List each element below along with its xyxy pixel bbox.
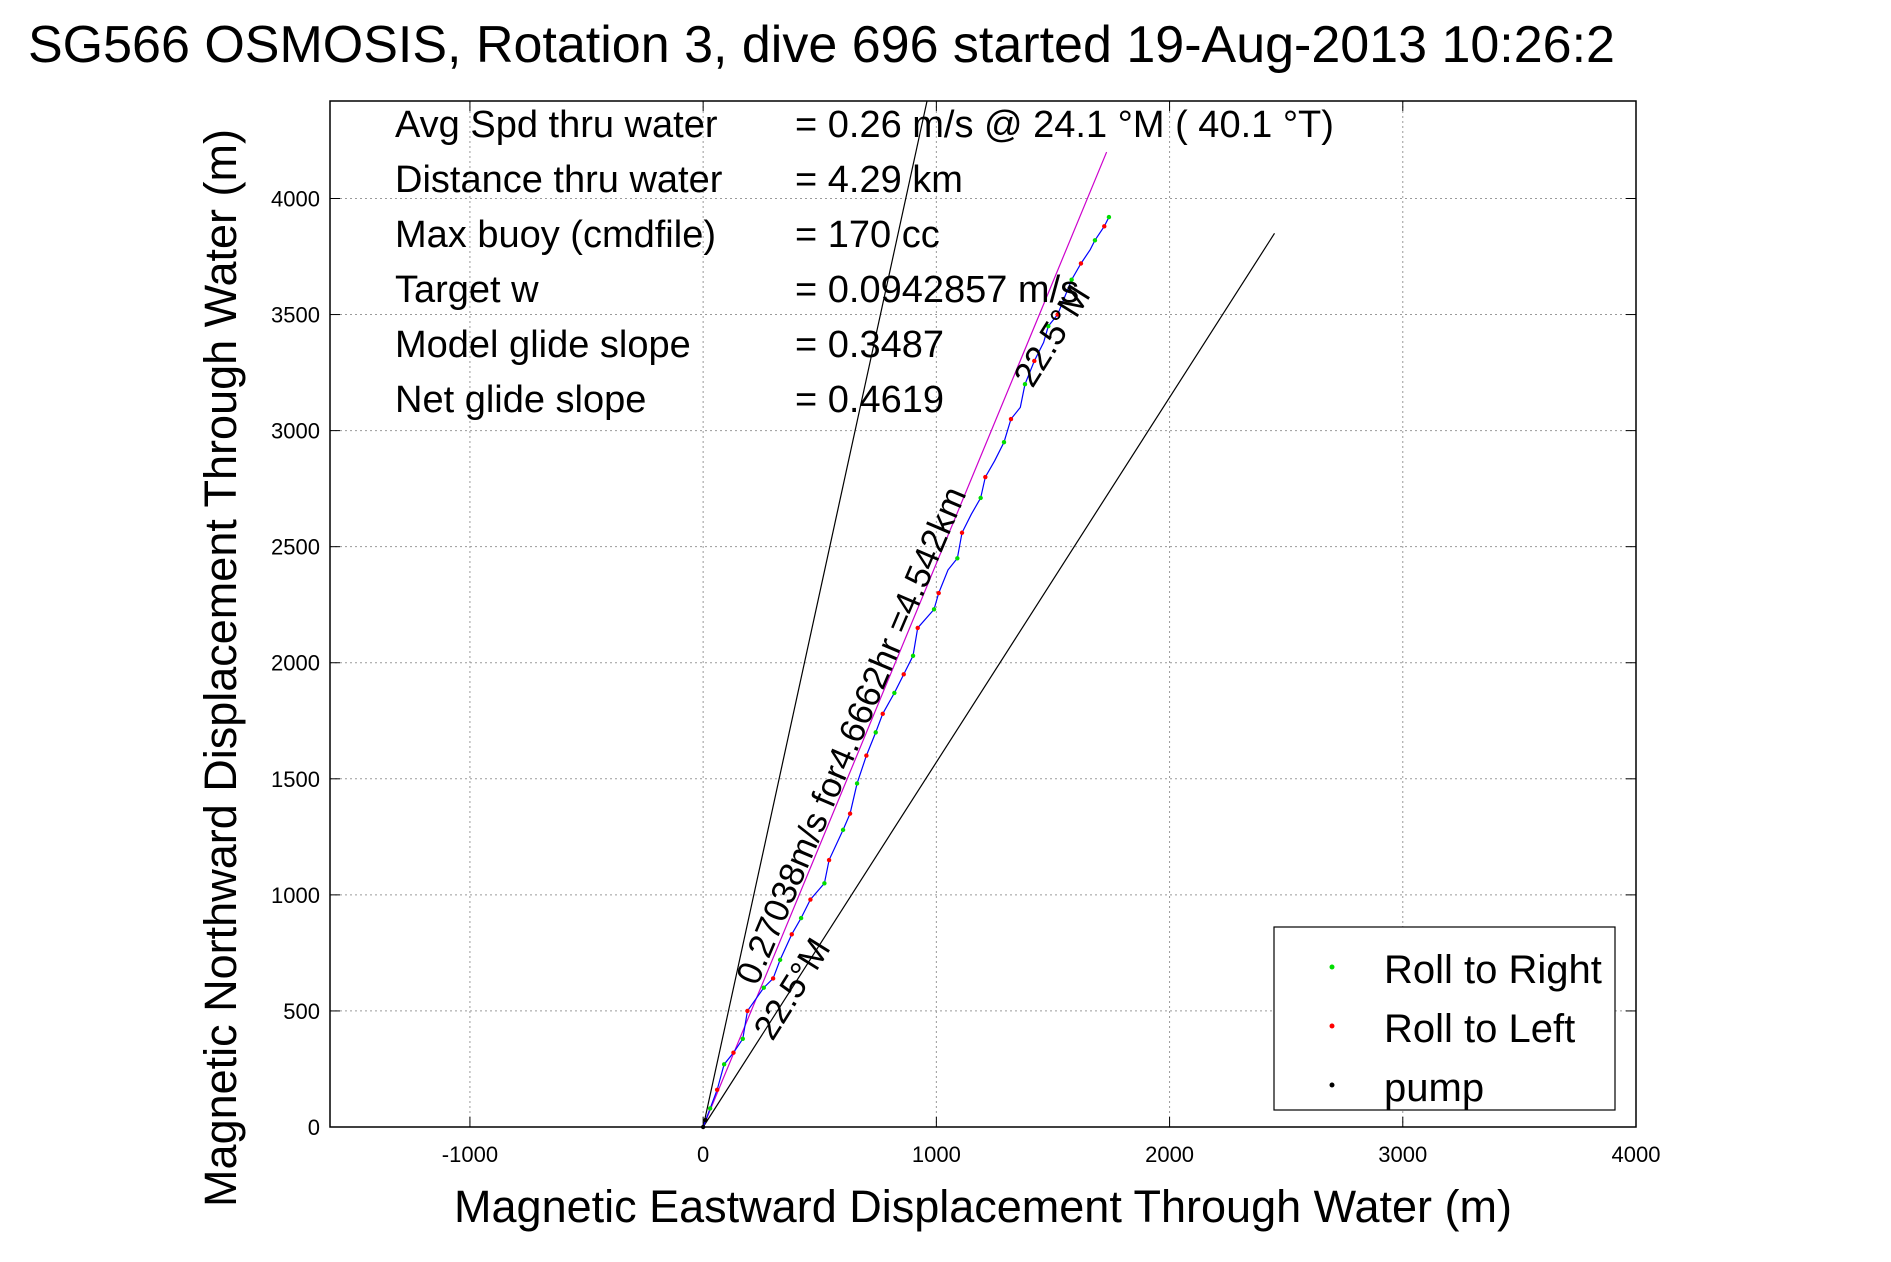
cone-left-line	[702, 100, 928, 1128]
roll-to-right-point	[978, 495, 983, 501]
roll-to-right-point	[873, 730, 878, 735]
roll-to-right-point	[1046, 323, 1051, 329]
roll-to-left-point	[731, 1050, 736, 1055]
stat-label: Net glide slope	[395, 379, 646, 421]
stat-label: Target w	[395, 269, 539, 311]
roll-to-left-point	[745, 1008, 750, 1014]
legend-label-pump: pump	[1384, 1066, 1484, 1110]
roll-to-left-point	[880, 711, 885, 717]
x-tick-label: 1000	[912, 1142, 961, 1167]
roll-to-left-point	[901, 672, 906, 677]
pump-point	[703, 1117, 708, 1123]
stats-block: Avg Spd thru water = 0.26 m/s @ 24.1 °M (…	[395, 104, 1334, 421]
x-tick-label: 2000	[1145, 1142, 1194, 1167]
roll-to-left-point	[847, 811, 853, 816]
roll-to-right-point	[761, 985, 766, 990]
roll-to-right-point	[707, 1106, 713, 1111]
roll-to-left-point	[936, 590, 941, 596]
stat-label: Distance thru water	[395, 159, 723, 201]
stat-value: = 4.29 km	[795, 159, 963, 201]
legend-marker-pump	[1329, 1082, 1335, 1088]
roll-to-right-point	[1106, 214, 1112, 220]
roll-to-left-point	[915, 625, 920, 631]
roll-to-right-point	[777, 957, 783, 963]
roll-to-right-point	[910, 653, 916, 658]
stat-label: Max buoy (cmdfile)	[395, 214, 716, 256]
roll-to-right-point	[892, 690, 897, 696]
legend-marker-roll-to-right	[1329, 964, 1335, 970]
y-tick-label: 500	[283, 999, 320, 1024]
roll-to-right-point	[1069, 277, 1074, 282]
legend: Roll to Right Roll to Left pump	[1273, 926, 1616, 1111]
roll-to-right-point	[740, 1036, 745, 1041]
reference-lines	[702, 100, 1276, 1128]
y-tick-label: 3000	[271, 419, 320, 444]
stat-value: = 0.26 m/s @ 24.1 °M ( 40.1 °T)	[795, 104, 1334, 146]
roll-to-right-point	[1092, 238, 1098, 243]
roll-to-left-point	[789, 932, 794, 937]
y-tick-label: 2000	[271, 651, 320, 676]
roll-to-left-point	[983, 474, 988, 480]
roll-to-left-point	[714, 1087, 720, 1093]
roll-to-left-point	[826, 857, 832, 863]
stat-value: = 0.3487	[795, 324, 944, 366]
x-tick-label: -1000	[442, 1142, 498, 1167]
roll-to-left-point	[1102, 224, 1107, 229]
y-tick-label: 1000	[271, 883, 320, 908]
axis-ticks: -1000 0 1000 2000 3000 4000 0 500 1000 1500 2000 25…	[271, 101, 1660, 1167]
y-tick-label: 1500	[271, 767, 320, 792]
roll-to-right-point	[798, 915, 804, 921]
legend-label-roll-to-right: Roll to Right	[1384, 948, 1602, 992]
stat-label: Avg Spd thru water	[395, 104, 718, 146]
roll-to-right-point	[721, 1062, 727, 1067]
cone-right-line	[702, 232, 1276, 1128]
roll-to-right-point	[931, 607, 937, 612]
legend-marker-roll-to-left	[1329, 1023, 1335, 1029]
stat-value: = 170 cc	[795, 214, 940, 256]
stat-value: = 0.0942857 m/s	[795, 269, 1079, 311]
roll-to-left-point	[770, 976, 776, 981]
y-tick-label: 0	[308, 1115, 320, 1140]
data-series	[700, 214, 1112, 1130]
roll-to-left-point	[864, 753, 869, 758]
legend-label-roll-to-left: Roll to Left	[1384, 1007, 1575, 1051]
roll-to-left-point	[1008, 416, 1014, 422]
y-axis-label: Magnetic Northward Displacement Through …	[195, 129, 246, 1207]
roll-to-right-point	[854, 781, 860, 786]
velocity-annotation: 0.27038m/s for4.6662hr =4.542km	[729, 481, 974, 990]
y-tick-label: 3500	[271, 303, 320, 328]
roll-to-left-point	[1055, 312, 1060, 317]
x-tick-label: 3000	[1378, 1142, 1427, 1167]
roll-to-right-point	[822, 881, 827, 886]
mean-track-line	[702, 151, 1108, 1128]
roll-to-right-point	[955, 556, 960, 561]
stat-value: = 0.4619	[795, 379, 944, 421]
roll-to-left-point	[959, 530, 965, 535]
y-tick-label: 4000	[271, 186, 320, 211]
legend-box	[1273, 926, 1616, 1111]
y-tick-label: 2500	[271, 535, 320, 560]
roll-to-right-point	[840, 827, 846, 833]
roll-to-left-point	[1032, 358, 1037, 364]
x-tick-label: 4000	[1612, 1142, 1661, 1167]
chart-title: SG566 OSMOSIS, Rotation 3, dive 696 star…	[28, 16, 1615, 74]
x-tick-label: 0	[697, 1142, 709, 1167]
roll-to-left-point	[1078, 261, 1084, 266]
plot-frame	[329, 100, 1637, 1128]
roll-to-right-point	[1001, 440, 1007, 445]
roll-to-right-point	[1022, 381, 1028, 387]
stat-label: Model glide slope	[395, 324, 691, 366]
roll-to-left-point	[808, 897, 813, 902]
x-axis-label: Magnetic Eastward Displacement Through W…	[454, 1181, 1512, 1232]
